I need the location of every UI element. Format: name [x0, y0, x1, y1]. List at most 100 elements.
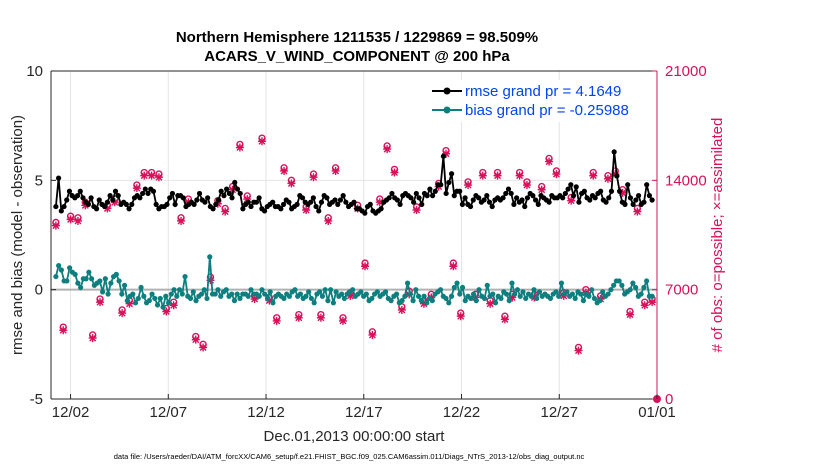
rmse-data-point: [367, 201, 373, 207]
bias-data-point: [264, 295, 271, 302]
obs-assimilated-point: [59, 326, 68, 335]
obs-assimilated-mark: [103, 204, 112, 213]
bias-data-point: [429, 298, 435, 304]
rmse-data-point: [318, 199, 325, 205]
bias-data-point: [163, 293, 169, 299]
bias-data-point: [492, 300, 499, 306]
bias-data-point: [451, 284, 457, 291]
rmse-data-point: [627, 195, 634, 201]
rmse-data-point: [234, 186, 241, 192]
rmse-data-point: [66, 188, 73, 194]
legend: rmse grand pr = 4.1649 bias grand pr = -…: [430, 80, 650, 122]
bias-data-point: [102, 276, 108, 282]
obs-assimilated-point: [73, 216, 82, 225]
rmse-data-point: [310, 195, 316, 201]
bias-data-point: [509, 280, 515, 286]
rmse-data-point: [413, 190, 419, 197]
rmse-data-point: [560, 195, 566, 201]
obs-assimilated-mark: [493, 171, 502, 180]
bias-data-point: [382, 289, 389, 295]
obs-assimilated-point: [162, 307, 171, 316]
obs-assimilated-point: [125, 299, 134, 308]
obs-assimilated-mark: [228, 185, 237, 194]
bias-data-point: [56, 263, 62, 269]
rmse-data-point: [332, 197, 338, 203]
rmse-data-point: [606, 195, 612, 201]
rmse-data-point: [169, 190, 176, 197]
obs-assimilated-mark: [125, 299, 134, 308]
bias-data-point: [141, 293, 147, 299]
bias-data-point: [328, 287, 334, 293]
rmse-data-point: [335, 201, 341, 207]
rmse-data-point: [457, 188, 463, 194]
rmse-data-point: [150, 188, 157, 194]
obs-assimilated-mark: [243, 195, 252, 204]
bias-data-point: [578, 291, 584, 297]
rmse-data-point: [61, 203, 67, 210]
bias-data-point: [531, 287, 537, 293]
obs-assimilated-point: [110, 198, 119, 207]
obs-assimilated-mark: [368, 330, 377, 339]
rmse-data-point: [440, 153, 447, 159]
obs-assimilated-point: [500, 315, 509, 324]
rmse-data-point: [462, 195, 468, 201]
bias-data-point: [281, 295, 287, 302]
rmse-data-point: [411, 199, 417, 205]
rmse-data-point: [576, 199, 582, 205]
obs-assimilated-point: [280, 166, 289, 175]
obs-assimilated-mark: [486, 299, 495, 308]
obs-assimilated-mark: [346, 291, 355, 300]
bias-data-point: [182, 273, 188, 280]
obs-assimilated-point: [81, 201, 90, 210]
bias-data-point: [534, 295, 540, 302]
rmse-data-point: [476, 195, 482, 201]
bias-data-point: [119, 291, 125, 297]
rmse-data-point: [53, 203, 59, 210]
bias-data-point: [358, 289, 364, 295]
obs-assimilated-point: [132, 184, 141, 193]
bias-data-point: [234, 291, 240, 297]
obs-assimilated-point: [118, 309, 127, 318]
obs-assimilated-point: [199, 343, 208, 352]
rmse-data-point: [448, 171, 455, 177]
bias-data-point: [270, 300, 276, 306]
bias-data-point: [322, 287, 328, 293]
bias-data-point: [520, 289, 526, 295]
rmse-data-point: [470, 197, 476, 203]
rmse-data-point: [489, 203, 495, 210]
bias-data-point: [443, 295, 449, 302]
obs-assimilated-mark: [206, 276, 215, 285]
rmse-data-point: [218, 188, 224, 194]
bias-data-point: [608, 287, 614, 293]
obs-assimilated-mark: [567, 196, 576, 205]
obs-assimilated-mark: [199, 343, 208, 352]
obs-assimilated-mark: [302, 206, 311, 215]
rmse-data-point: [649, 197, 655, 203]
bias-data-point: [83, 276, 89, 282]
obs-assimilated-point: [346, 291, 355, 300]
rmse-data-point: [500, 195, 506, 201]
obs-assimilated-mark: [88, 334, 97, 343]
rmse-data-point: [261, 208, 268, 214]
bias-data-point: [393, 291, 400, 297]
bias-data-point: [589, 287, 595, 293]
rmse-data-point: [278, 206, 284, 212]
obs-assimilated-point: [397, 305, 406, 314]
rmse-data-point: [280, 201, 287, 207]
obs-assimilated-mark: [96, 298, 105, 307]
rmse-data-point: [226, 190, 232, 197]
bias-data-point: [407, 291, 413, 297]
rmse-data-point: [362, 210, 368, 216]
rmse-data-point: [573, 184, 579, 190]
rmse-data-point: [142, 186, 148, 192]
rmse-data-point: [270, 199, 276, 205]
bias-data-point: [569, 291, 576, 297]
obs-assimilated-point: [147, 171, 156, 180]
rmse-data-point: [451, 193, 457, 199]
obs-assimilated-mark: [280, 166, 289, 175]
x-tick-label: 12/22: [443, 404, 481, 421]
rmse-data-point: [570, 193, 577, 199]
obs-assimilated-point: [177, 216, 186, 225]
data-file-footer: data file: /Users/raeder/DAI/ATM_forcXX/…: [114, 452, 585, 461]
